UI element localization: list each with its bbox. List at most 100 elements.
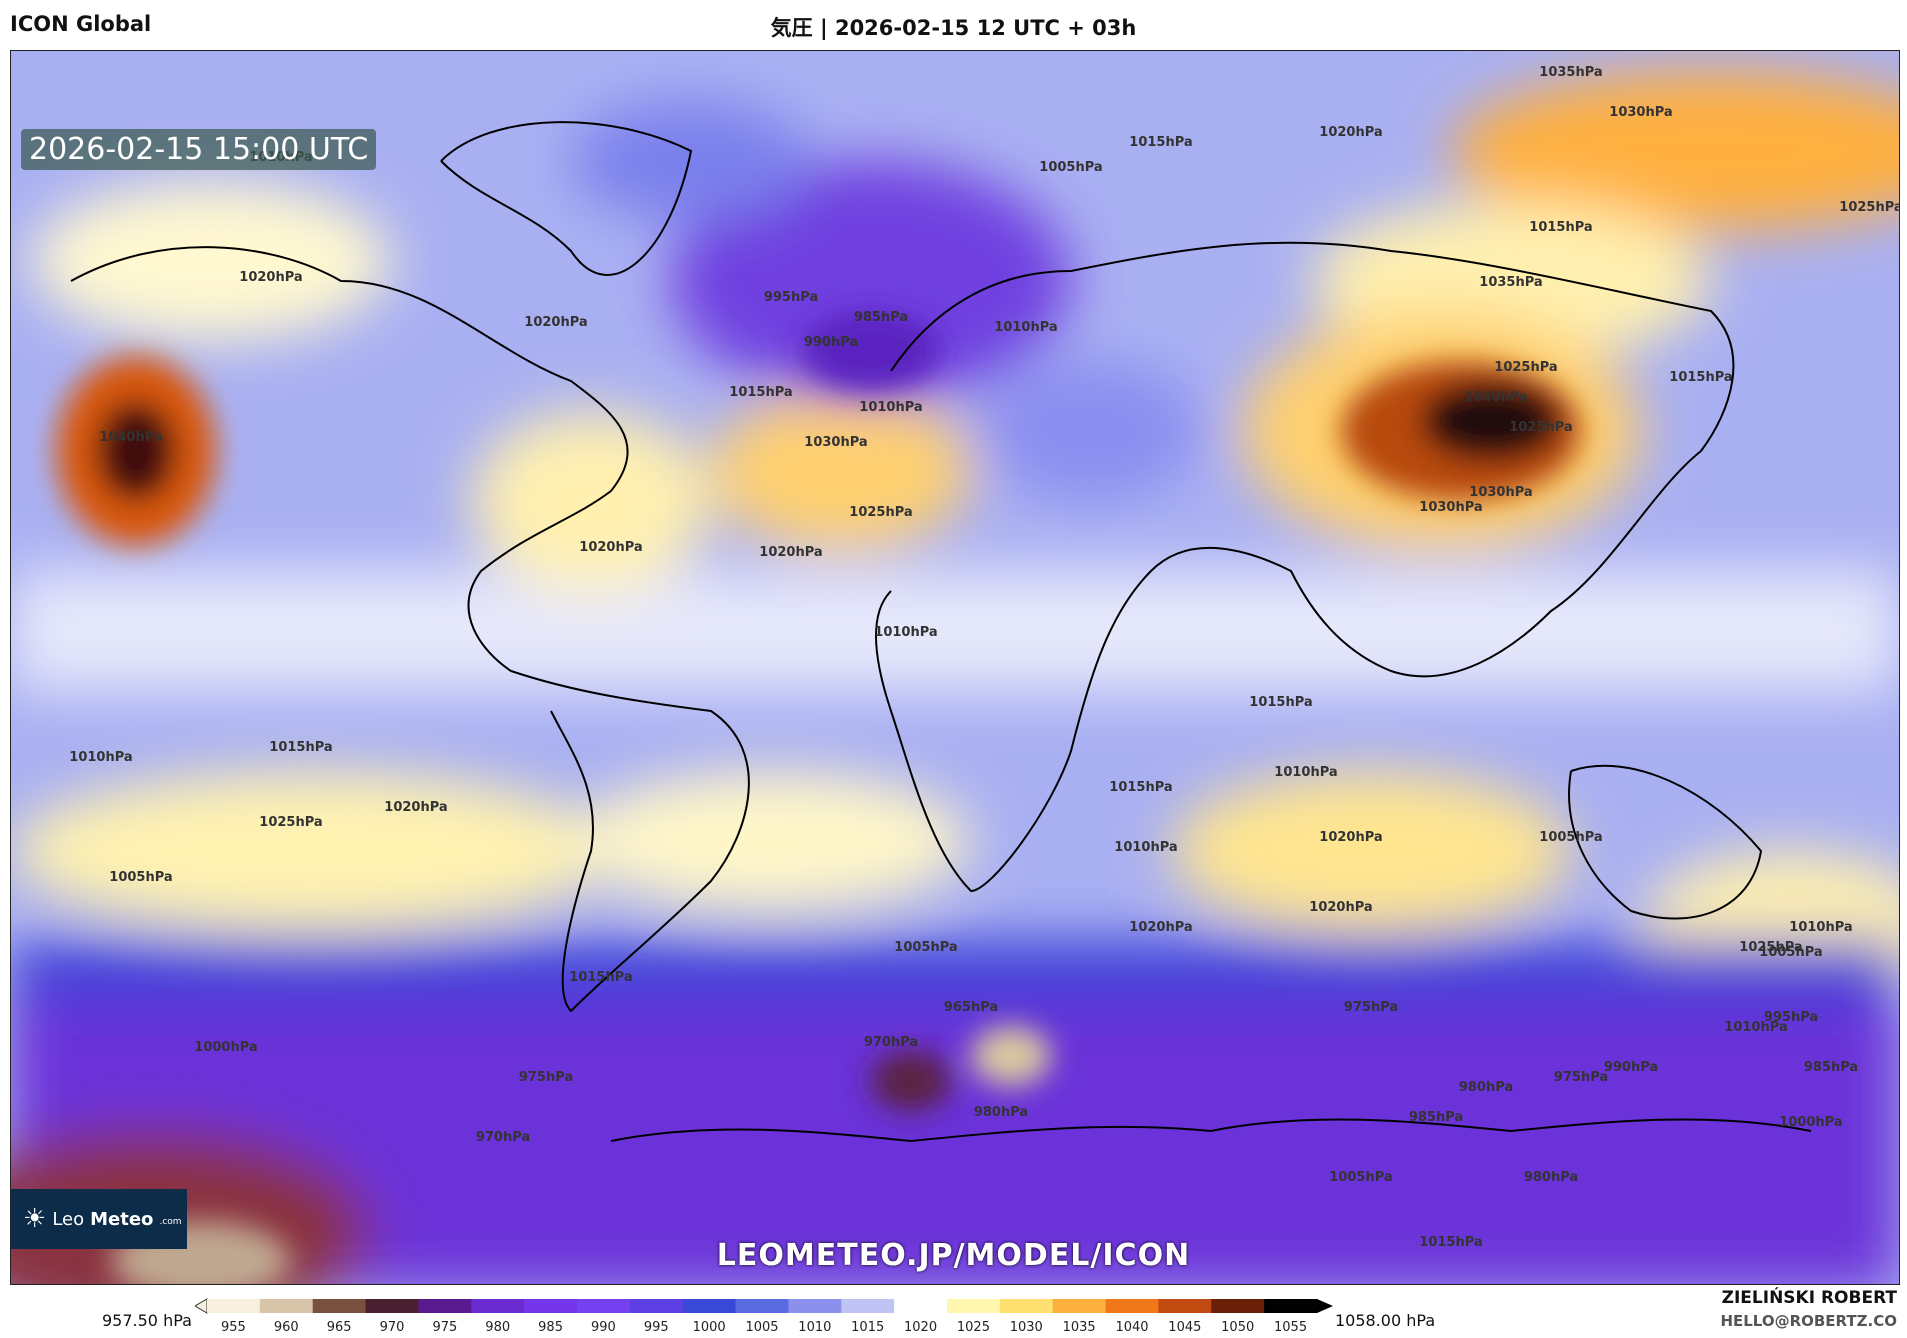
colorbar-tick-label: 1055 xyxy=(1274,1320,1307,1334)
isobar-label: 1025hPa xyxy=(1839,200,1899,215)
colorbar-tick-label: 1025 xyxy=(957,1320,990,1334)
colorbar-band xyxy=(947,1299,1001,1313)
isobar-label: 965hPa xyxy=(944,1000,998,1015)
isobar-label: 985hPa xyxy=(1409,1110,1463,1125)
isobar-label: 1020hPa xyxy=(1319,125,1382,140)
isobar-label: 1015hPa xyxy=(1249,695,1312,710)
isobar-label: 975hPa xyxy=(1344,1000,1398,1015)
isobar-label: 1005hPa xyxy=(1039,160,1102,175)
logo-leo: Leo xyxy=(52,1208,85,1230)
colorbar-band xyxy=(524,1299,578,1313)
isobar-label: 1005hPa xyxy=(109,870,172,885)
isobar-label: 1005hPa xyxy=(1329,1170,1392,1185)
isobar-label: 1015hPa xyxy=(1129,135,1192,150)
colorbar-band xyxy=(312,1299,367,1313)
isobar-label: 1035hPa xyxy=(1479,275,1542,290)
isobar-label: 1010hPa xyxy=(994,320,1057,335)
isobar-label: 1040hPa xyxy=(99,430,162,445)
isobar-label: 985hPa xyxy=(1804,1060,1858,1075)
leometeo-logo[interactable]: ☀ Leo Meteo .com xyxy=(11,1189,187,1249)
colorbar-tick-label: 975 xyxy=(432,1320,457,1334)
colorbar-band xyxy=(629,1299,684,1313)
isobar-label: 1015hPa xyxy=(729,385,792,400)
colorbar-tick-label: 970 xyxy=(380,1320,405,1334)
isobar-label: 1030hPa xyxy=(804,435,867,450)
isobar-label: 1040hPa xyxy=(1464,390,1527,405)
pressure-field: 1035hPa 1030hPa 1020hPa 1015hPa 1005hPa 1010h… xyxy=(11,51,1899,1284)
isobar-label: 1015hPa xyxy=(569,970,632,985)
colorbar-max-label: 1058.00 hPa xyxy=(1335,1311,1436,1330)
isobar-label: 1010hPa xyxy=(1114,840,1177,855)
isobar-label: 1025hPa xyxy=(1739,940,1802,955)
isobar-label: 1010hPa xyxy=(1724,1020,1787,1035)
isobar-label: 985hPa xyxy=(854,310,908,325)
isobar-label: 1030hPa xyxy=(1419,500,1482,515)
author-name: ZIELIŃSKI ROBERT xyxy=(1721,1288,1897,1308)
colorbar-band xyxy=(788,1299,842,1313)
colorbar-tick-label: 955 xyxy=(221,1320,246,1334)
pressure-map[interactable]: 1035hPa 1030hPa 1020hPa 1015hPa 1005hPa 1010h… xyxy=(10,50,1900,1285)
model-name: ICON Global xyxy=(10,12,152,36)
colorbar-band xyxy=(894,1299,948,1313)
isobar-label: 1015hPa xyxy=(1419,1235,1482,1250)
isobar-label: 1015hPa xyxy=(269,740,332,755)
sun-icon: ☀ xyxy=(23,1204,47,1234)
colorbar-min-label: 957.50 hPa xyxy=(102,1311,192,1330)
isobar-label: 975hPa xyxy=(1554,1070,1608,1085)
isobar-label: 980hPa xyxy=(1459,1080,1513,1095)
isobar-label: 1020hPa xyxy=(239,270,302,285)
isobar-label: 990hPa xyxy=(804,335,858,350)
isobar-label: 975hPa xyxy=(519,1070,573,1085)
colorbar-tick-label: 1010 xyxy=(798,1320,831,1334)
isobar-label: 1010hPa xyxy=(1789,920,1852,935)
isobar-label: 1020hPa xyxy=(579,540,642,555)
isobar-label: 1020hPa xyxy=(1309,900,1372,915)
isobar-label: 1010hPa xyxy=(874,625,937,640)
isobar-label: 990hPa xyxy=(1604,1060,1658,1075)
colorbar-tick-label: 965 xyxy=(327,1320,352,1334)
isobar-label: 1025hPa xyxy=(1509,420,1572,435)
colorbar-band xyxy=(735,1299,789,1313)
coastlines xyxy=(70,121,1812,1143)
isobar-label: 1020hPa xyxy=(1319,830,1382,845)
isobar-label: 1020hPa xyxy=(384,800,447,815)
isobar-label: 1005hPa xyxy=(894,940,957,955)
colorbar-band xyxy=(418,1299,472,1313)
colorbar-tick-label: 1030 xyxy=(1010,1320,1043,1334)
isobar-label: 1030hPa xyxy=(1609,105,1672,120)
isobar-label: 1005hPa xyxy=(1539,830,1602,845)
watermark-url[interactable]: LEOMETEO.JP/MODEL/ICON xyxy=(716,1238,1191,1273)
colorbar-tick-label: 1035 xyxy=(1063,1320,1096,1334)
isobar-label: 1020hPa xyxy=(1129,920,1192,935)
isobar-label: 995hPa xyxy=(1764,1010,1818,1025)
isobar-label: 970hPa xyxy=(476,1130,530,1145)
colorbar-band xyxy=(1105,1299,1159,1313)
colorbar-band xyxy=(1052,1299,1107,1313)
colorbar-tick-label: 1050 xyxy=(1221,1320,1254,1334)
colorbar-band xyxy=(207,1299,261,1313)
colorbar-band xyxy=(365,1299,419,1313)
logo-com: .com xyxy=(159,1217,182,1227)
isobar-label: 1020hPa xyxy=(524,315,587,330)
isobar-label: 1015hPa xyxy=(1529,220,1592,235)
map-title: 気圧 | 2026-02-15 12 UTC + 03h xyxy=(770,16,1137,40)
colorbar-tick-label: 960 xyxy=(274,1320,299,1334)
colorbar-tick-label: 995 xyxy=(644,1320,669,1334)
isobar-labels: 1035hPa 1030hPa 1020hPa 1015hPa 1005hPa 1010h… xyxy=(69,65,1899,1250)
colorbar-tick-label: 1000 xyxy=(693,1320,726,1334)
isobar-label: 1015hPa xyxy=(1669,370,1732,385)
isobar-label: 1025hPa xyxy=(259,815,322,830)
colorbar-max-extend xyxy=(1317,1299,1333,1313)
colorbar-tick-label: 980 xyxy=(485,1320,510,1334)
isobar-label: 1010hPa xyxy=(69,750,132,765)
isobar-label: 1020hPa xyxy=(759,545,822,560)
isobar-label: 1000hPa xyxy=(1779,1115,1842,1130)
isobar-label: 1010hPa xyxy=(1274,765,1337,780)
colorbar-tick-label: 1005 xyxy=(745,1320,778,1334)
colorbar-tick-label: 1040 xyxy=(1115,1320,1148,1334)
isobar-label: 1010hPa xyxy=(859,400,922,415)
isobar-label: 1025hPa xyxy=(849,505,912,520)
isobar-label: 995hPa xyxy=(764,290,818,305)
colorbar-band xyxy=(577,1299,631,1313)
colorbar-band xyxy=(1211,1299,1265,1313)
